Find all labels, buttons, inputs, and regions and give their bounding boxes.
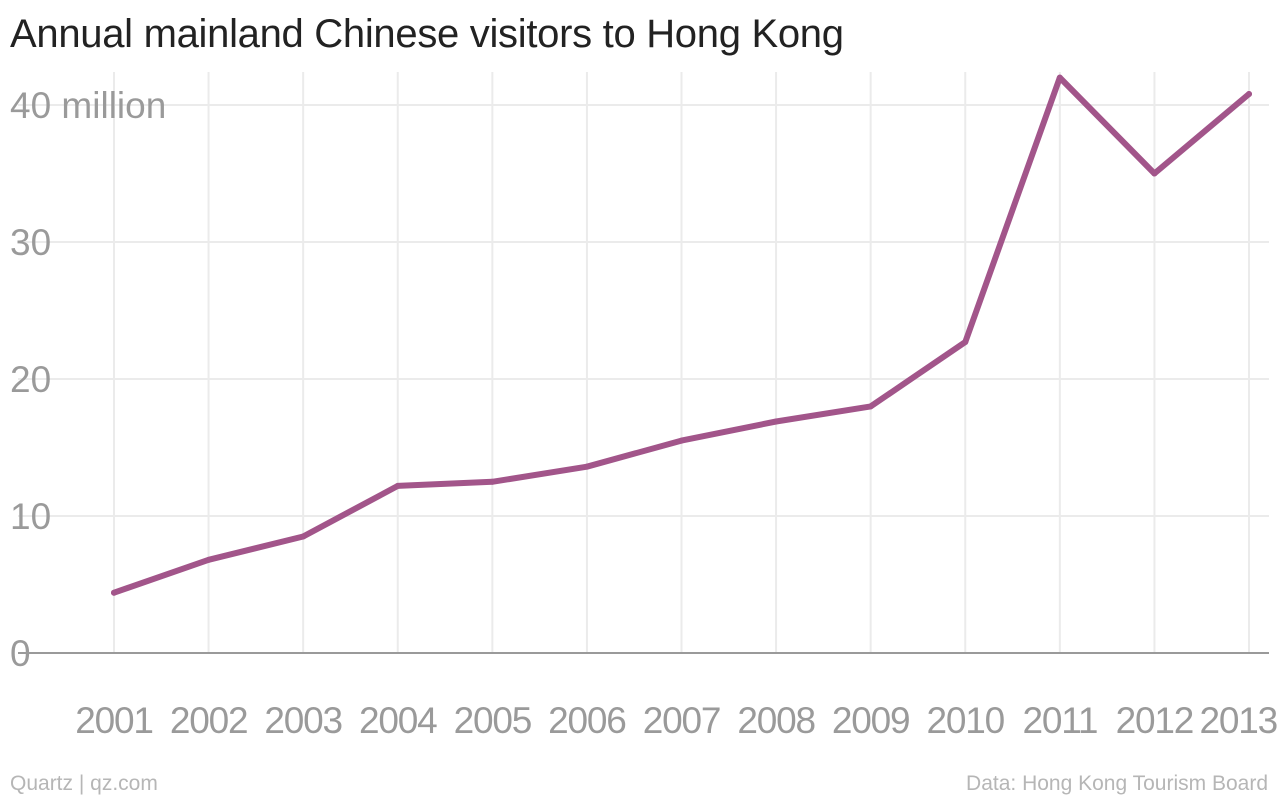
data-point-2007 bbox=[678, 437, 685, 444]
series-layer bbox=[111, 74, 1252, 596]
data-point-2009 bbox=[867, 403, 874, 410]
x-tick-label-2013: 2013 bbox=[1199, 700, 1277, 741]
x-tick-label-2005: 2005 bbox=[454, 700, 532, 741]
data-point-2001 bbox=[111, 589, 117, 596]
y-tick-label: 20 bbox=[10, 359, 51, 400]
data-point-2011 bbox=[1056, 74, 1063, 81]
y-tick-label: 40 million bbox=[10, 85, 166, 126]
data-point-2008 bbox=[773, 418, 780, 425]
data-point-2013 bbox=[1246, 91, 1252, 98]
x-tick-label-2010: 2010 bbox=[926, 700, 1004, 741]
horizontal-gridlines bbox=[18, 104, 1269, 517]
x-tick-label-2009: 2009 bbox=[832, 700, 910, 741]
x-tick-label-2007: 2007 bbox=[643, 700, 721, 741]
x-tick-label-2008: 2008 bbox=[737, 700, 815, 741]
x-tick-label-2004: 2004 bbox=[359, 700, 437, 741]
data-point-2003 bbox=[300, 533, 307, 540]
footer-credit: Quartz | qz.com bbox=[10, 772, 158, 795]
x-tick-label-2002: 2002 bbox=[170, 700, 248, 741]
x-tick-label-2001: 2001 bbox=[75, 700, 153, 741]
y-tick-label: 30 bbox=[10, 222, 51, 263]
x-tick-label-2003: 2003 bbox=[264, 700, 342, 741]
data-point-2005 bbox=[489, 478, 496, 485]
vertical-gridlines bbox=[113, 72, 1250, 653]
data-point-2006 bbox=[583, 463, 590, 470]
x-tick-label-2012: 2012 bbox=[1116, 700, 1194, 741]
x-tick-label-2011: 2011 bbox=[1022, 700, 1097, 741]
data-point-2012 bbox=[1151, 170, 1158, 177]
chart-title: Annual mainland Chinese visitors to Hong… bbox=[10, 12, 844, 56]
data-point-2002 bbox=[205, 556, 212, 563]
data-point-2004 bbox=[394, 482, 401, 489]
x-tick-label-2006: 2006 bbox=[548, 700, 626, 741]
y-tick-label: 10 bbox=[10, 496, 51, 537]
data-point-2010 bbox=[962, 339, 969, 346]
footer-source: Data: Hong Kong Tourism Board bbox=[966, 772, 1268, 795]
x-axis-tick-labels: 2001 2002 2003 2004 2005 2006 2007 2008 2009 2010… bbox=[75, 700, 1278, 741]
